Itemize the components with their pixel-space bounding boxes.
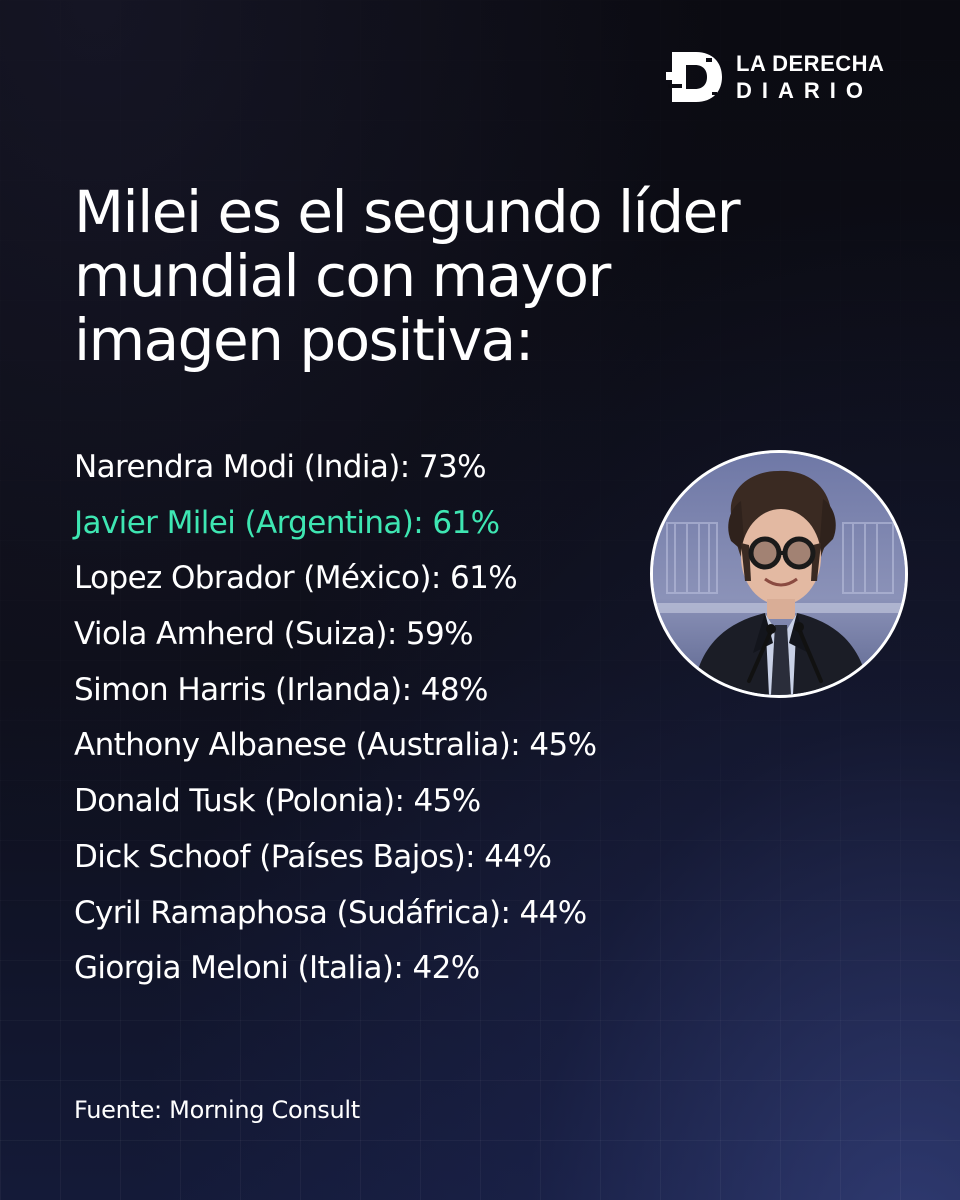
ranking-item: Anthony Albanese (Australia): 45% [74, 727, 597, 764]
ranking-item: Simon Harris (Irlanda): 48% [74, 671, 488, 708]
portrait-illustration [653, 453, 905, 695]
ranking-item: Cyril Ramaphosa (Sudáfrica): 44% [74, 894, 587, 931]
milei-portrait-photo [650, 450, 908, 698]
ranking-item: Narendra Modi (India): 73% [74, 449, 487, 485]
brand-wordmark: LA DERECHA DIARIO [736, 50, 885, 103]
headline-line-1: Milei es el segundo líder [74, 178, 741, 246]
source-caption: Fuente: Morning Consult [74, 1096, 360, 1124]
d-lettermark-icon [666, 52, 722, 102]
brand-logo: LA DERECHA DIARIO [666, 48, 884, 106]
headline-line-2: mundial con mayor [74, 242, 611, 310]
ranking-item: Dick Schoof (Países Bajos): 44% [74, 838, 552, 875]
ranking-item: Viola Amherd (Suiza): 59% [74, 616, 474, 653]
ranking-item: Giorgia Meloni (Italia): 42% [74, 950, 480, 987]
headline: Milei es el segundo líder mundial con ma… [74, 180, 904, 372]
ranking-item: Lopez Obrador (México): 61% [74, 560, 518, 597]
ranking-item: Donald Tusk (Polonia): 45% [74, 783, 481, 820]
brand-name-line2: DIARIO [736, 77, 873, 103]
leader-ranking-list: Narendra Modi (India): 73% Javier Milei … [74, 440, 597, 997]
headline-line-3: imagen positiva: [74, 306, 534, 374]
ranking-item-highlighted: Javier Milei (Argentina): 61% [74, 504, 500, 541]
brand-name-line1: LA DERECHA [736, 50, 885, 76]
